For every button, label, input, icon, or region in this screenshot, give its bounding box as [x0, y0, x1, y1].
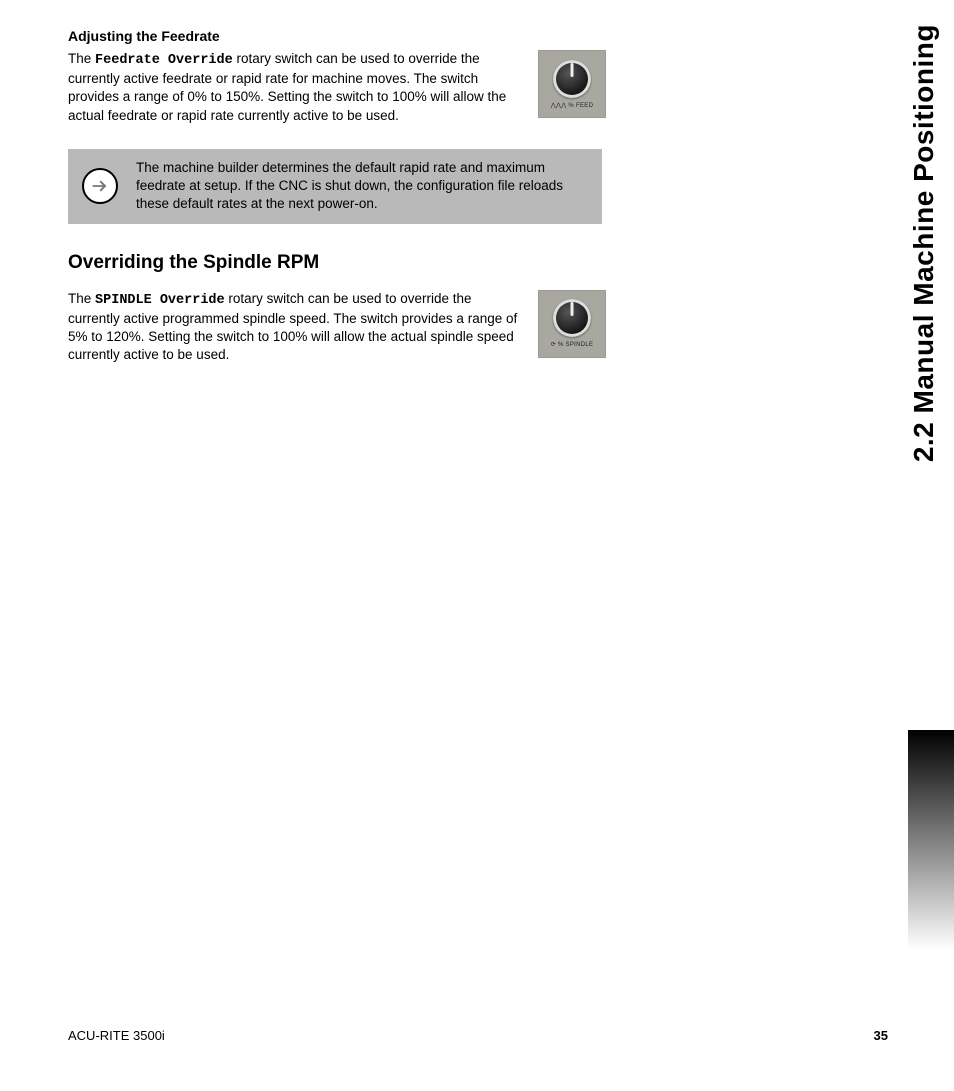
text-mono-spindle: SPINDLE Override	[95, 293, 225, 308]
feedrate-paragraph: The Feedrate Override rotary switch can …	[68, 50, 518, 125]
knob-label-spindle: ⟳ % SPINDLE	[551, 341, 594, 348]
page-footer: ACU-RITE 3500i 35	[68, 1028, 888, 1043]
arrow-right-icon	[82, 168, 118, 204]
section-heading-feedrate: Adjusting the Feedrate	[68, 28, 888, 44]
note-text: The machine builder determines the defau…	[136, 159, 586, 214]
knob-dial-icon	[553, 60, 591, 98]
footer-product: ACU-RITE 3500i	[68, 1028, 165, 1043]
text-lead-2: The	[68, 291, 95, 306]
note-callout: The machine builder determines the defau…	[68, 149, 602, 224]
page-content: Adjusting the Feedrate The Feedrate Over…	[68, 28, 888, 388]
text-mono-feedrate: Feedrate Override	[95, 53, 233, 68]
spindle-block: The SPINDLE Override rotary switch can b…	[68, 290, 888, 365]
spindle-paragraph: The SPINDLE Override rotary switch can b…	[68, 290, 518, 365]
spindle-knob-figure: ⟳ % SPINDLE	[538, 290, 606, 358]
feedrate-block: The Feedrate Override rotary switch can …	[68, 50, 888, 125]
text-lead: The	[68, 51, 95, 66]
feedrate-knob-figure: ⋀⋀⋀ % FEED	[538, 50, 606, 118]
footer-page-number: 35	[874, 1028, 888, 1043]
side-section-title: 2.2 Manual Machine Positioning	[908, 24, 940, 462]
side-gradient-tab	[908, 730, 954, 950]
knob-dial-icon	[553, 299, 591, 337]
section-heading-spindle: Overriding the Spindle RPM	[68, 252, 888, 274]
knob-label-feed: ⋀⋀⋀ % FEED	[551, 102, 593, 109]
